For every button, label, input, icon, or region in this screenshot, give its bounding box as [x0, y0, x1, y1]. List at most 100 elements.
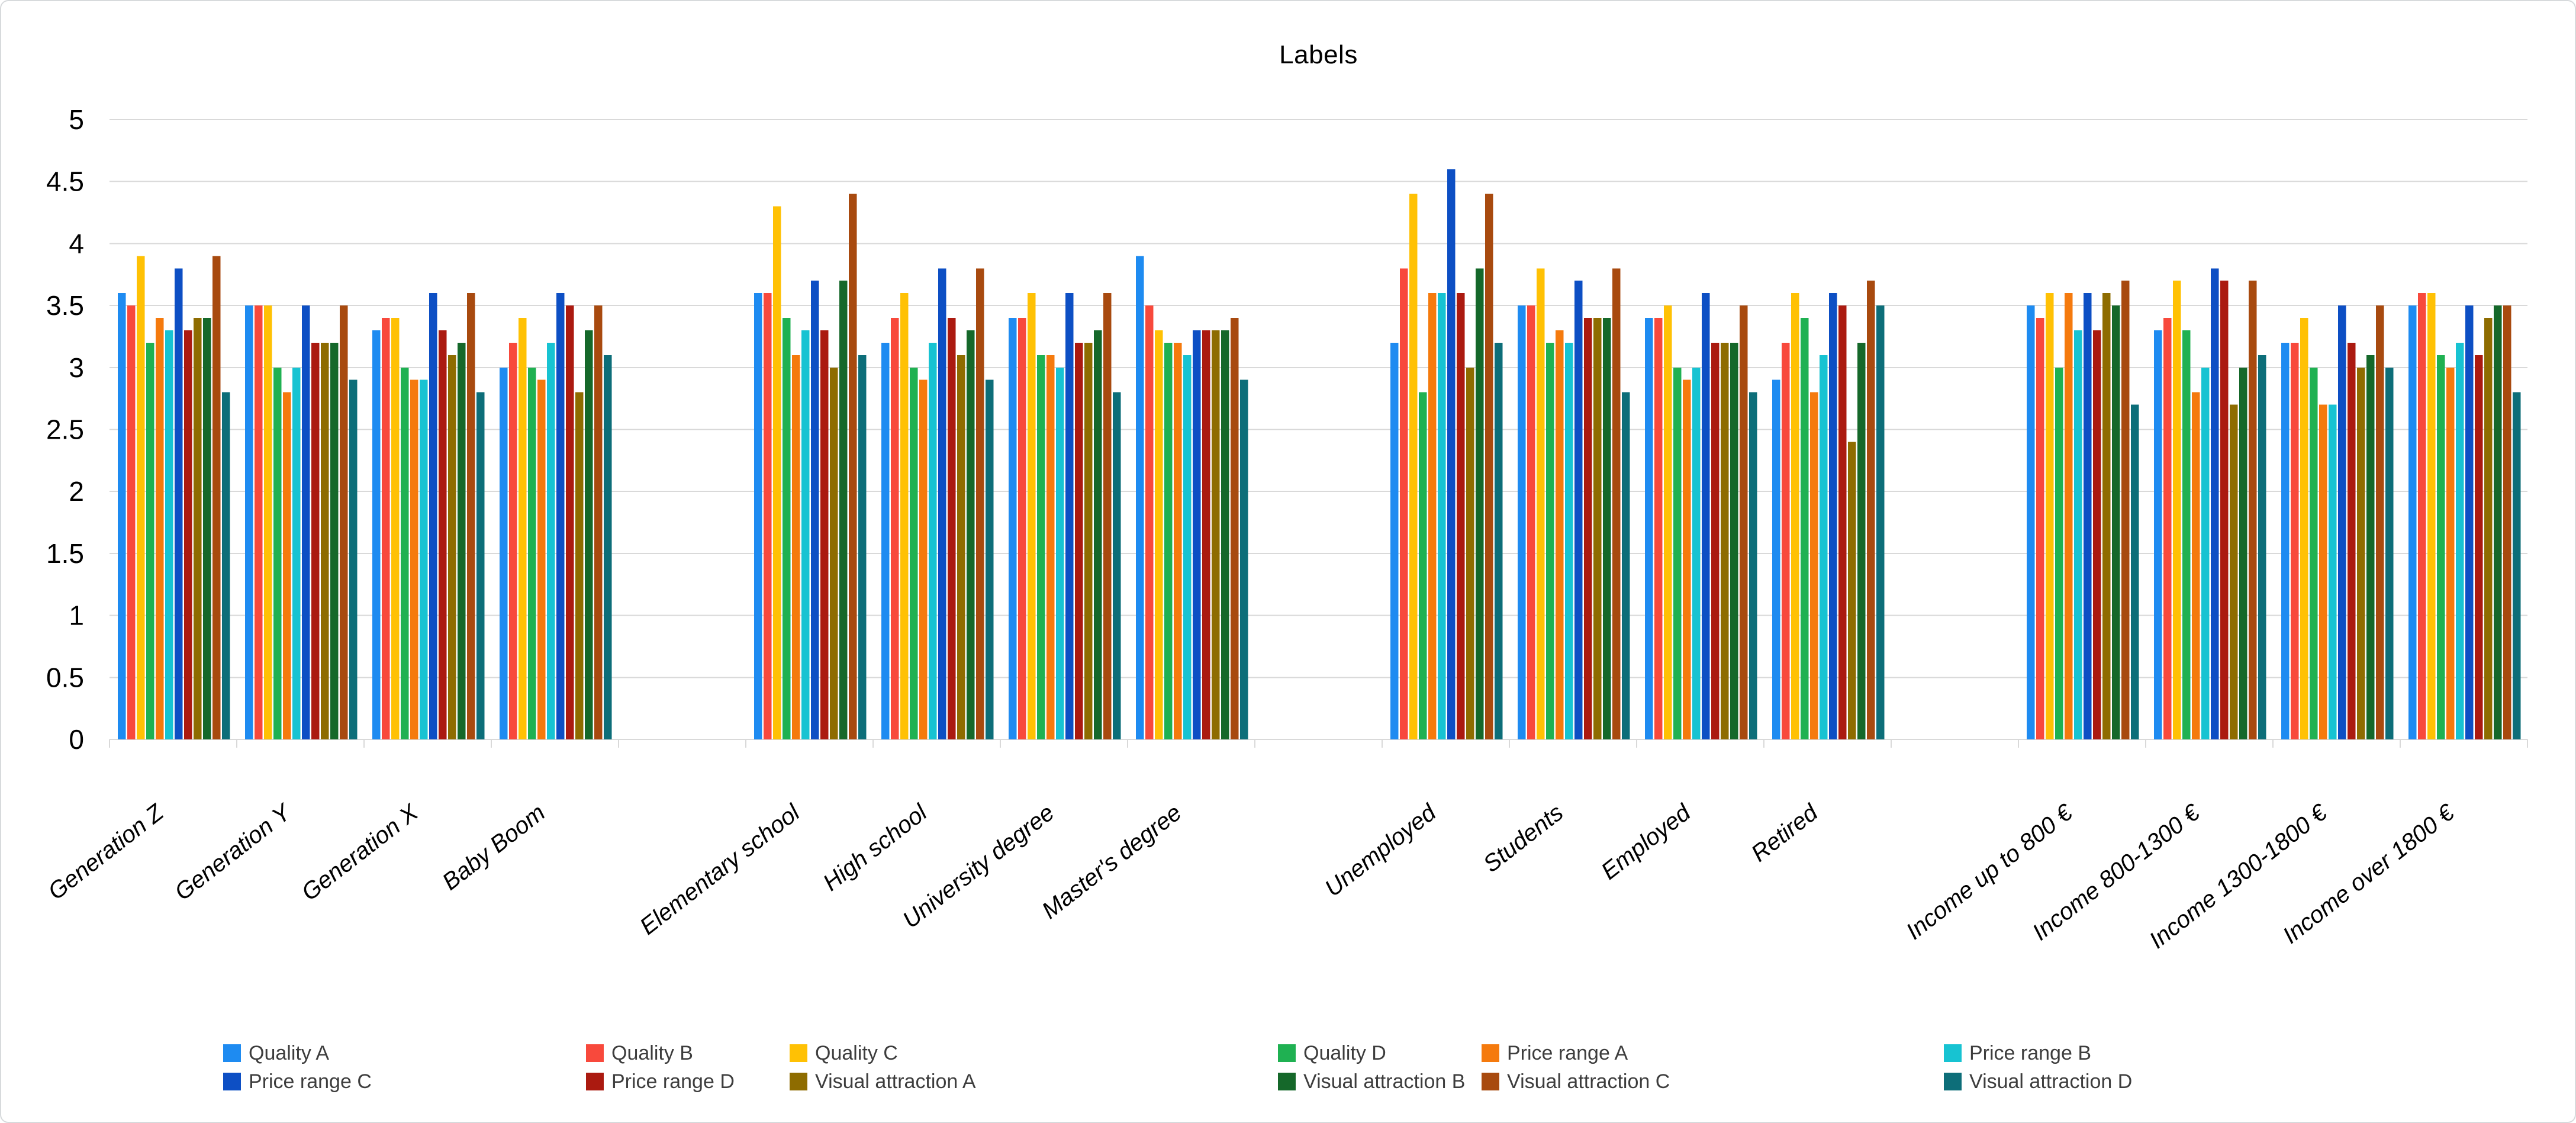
bar	[811, 281, 819, 740]
bar	[1476, 268, 1484, 739]
bar	[1183, 355, 1192, 739]
bar	[2220, 281, 2229, 740]
bar	[1574, 281, 1583, 740]
bar	[1136, 256, 1144, 740]
bar	[146, 342, 154, 739]
bar	[1749, 392, 1757, 739]
bar-group	[2281, 305, 2394, 739]
x-tick-label: Master's degree	[1037, 799, 1186, 924]
bar	[156, 318, 164, 739]
bar-group	[1390, 169, 1503, 739]
bar	[754, 293, 762, 739]
bar	[594, 305, 603, 739]
bar	[1721, 342, 1729, 739]
bar	[820, 330, 829, 739]
bar	[830, 367, 838, 739]
y-tick-label: 3	[69, 352, 84, 383]
x-tick-label: Generation Z	[43, 799, 169, 905]
bar	[2211, 268, 2219, 739]
bar	[1174, 342, 1182, 739]
bar	[519, 318, 527, 739]
bar	[1202, 330, 1210, 739]
bar	[2230, 404, 2238, 739]
bar	[2338, 305, 2346, 739]
bar	[1457, 293, 1465, 739]
bar	[292, 367, 301, 739]
bar	[1593, 318, 1602, 739]
bar	[2055, 367, 2063, 739]
bar	[1801, 318, 1809, 739]
bar	[1876, 305, 1885, 739]
bar	[929, 342, 937, 739]
bar	[1212, 330, 1220, 739]
bar	[1537, 268, 1545, 739]
bar	[283, 392, 291, 739]
bar	[2201, 367, 2210, 739]
chart-title: Labels	[1279, 40, 1358, 69]
bar	[1056, 367, 1064, 739]
bar	[1485, 194, 1493, 739]
bar-group	[500, 293, 612, 739]
bar	[1820, 355, 1828, 739]
bar	[2427, 293, 2436, 739]
bar	[764, 293, 772, 739]
bar	[604, 355, 612, 739]
bar-group	[372, 293, 485, 739]
bar	[2074, 330, 2082, 739]
bar	[175, 268, 183, 739]
bar	[792, 355, 800, 739]
bar	[556, 293, 565, 739]
bar	[1683, 379, 1691, 739]
y-tick-label: 4.5	[46, 166, 84, 197]
bar	[2376, 305, 2384, 739]
bar	[245, 305, 253, 739]
bar	[2121, 281, 2130, 740]
bar-group	[118, 256, 230, 740]
bar	[2366, 355, 2375, 739]
bar	[2329, 404, 2337, 739]
bar	[1857, 342, 1866, 739]
bar	[127, 305, 136, 739]
bar	[1018, 318, 1026, 739]
bar	[1848, 442, 1856, 739]
bar-group	[1518, 268, 1630, 740]
bar	[2408, 305, 2417, 739]
bar-group	[1136, 256, 1248, 740]
bar	[2291, 342, 2299, 739]
x-tick-label: High school	[818, 799, 932, 896]
bar	[1772, 379, 1780, 739]
bar	[2465, 305, 2474, 739]
bar	[566, 305, 574, 739]
bar	[2494, 305, 2502, 739]
bar	[2112, 305, 2120, 739]
bar	[273, 367, 282, 739]
bar-group	[2154, 268, 2266, 740]
bar	[783, 318, 791, 739]
bar	[2258, 355, 2266, 739]
bar	[2484, 318, 2493, 739]
bar	[528, 367, 536, 739]
y-tick-label: 5	[69, 104, 84, 135]
bar-group	[754, 194, 867, 740]
bar	[401, 367, 409, 739]
bar	[420, 379, 428, 739]
bar	[1428, 293, 1437, 739]
bar	[429, 293, 437, 739]
bar-group	[1645, 293, 1757, 739]
bar	[2163, 318, 2172, 739]
bar	[2102, 293, 2111, 739]
x-tick-label: Retired	[1747, 799, 1824, 867]
y-tick-label: 3.5	[46, 290, 84, 321]
bar	[264, 305, 272, 739]
bar	[1565, 342, 1573, 739]
bar	[1603, 318, 1611, 739]
bar	[1527, 305, 1535, 739]
bar	[349, 379, 358, 739]
bar	[1037, 355, 1045, 739]
bar	[255, 305, 263, 739]
bar	[1867, 281, 1875, 740]
bar	[509, 342, 517, 739]
bar	[500, 367, 508, 739]
bar	[467, 293, 475, 739]
